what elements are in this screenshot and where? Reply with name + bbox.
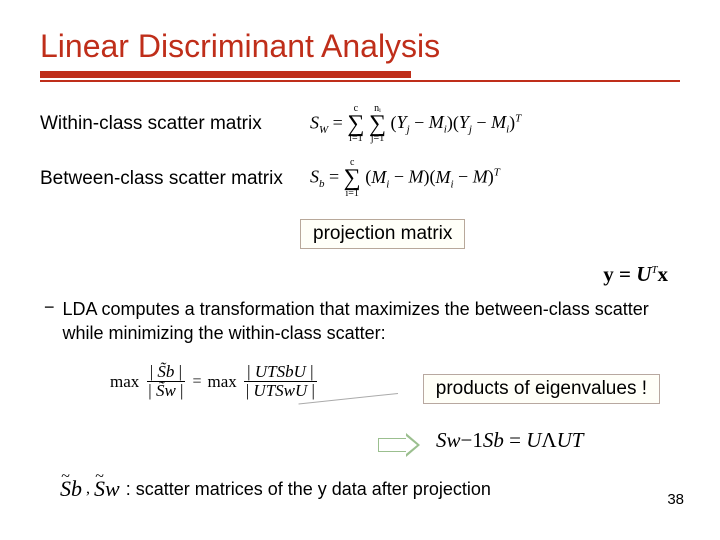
yux-formula: y = UTx: [603, 262, 668, 287]
between-row: Between-class scatter matrix Sb = c∑i=1 …: [40, 158, 680, 198]
slide: Linear Discriminant Analysis Within-clas…: [0, 0, 720, 540]
bullet-dash: −: [44, 297, 55, 346]
page-number: 38: [667, 491, 684, 508]
tilde-sb: ~Sb: [60, 476, 82, 502]
title-rule-thin: [40, 80, 680, 82]
title-rule-thick: [40, 71, 411, 78]
arrow-icon: [378, 433, 420, 457]
sw-formula: SW = c∑i=1 nᵢ∑j=1 (Yj − Mi)(Yj − Mi)T: [310, 104, 521, 144]
projection-box: projection matrix: [300, 219, 465, 249]
tilde-sw: ~Sw: [94, 476, 120, 502]
projection-area: projection matrix: [40, 213, 680, 253]
within-row: Within-class scatter matrix SW = c∑i=1 n…: [40, 104, 680, 144]
bullet-text: LDA computes a transformation that maxim…: [63, 297, 680, 346]
bullet-row: − LDA computes a transformation that max…: [40, 297, 680, 346]
scatter-note: : scatter matrices of the y data after p…: [126, 479, 491, 500]
eigen-box: products of eigenvalues !: [423, 374, 660, 404]
slide-title: Linear Discriminant Analysis: [40, 28, 680, 65]
scatter-note-row: ~Sb , ~Sw : scatter matrices of the y da…: [60, 476, 491, 502]
eigen-equation: Sw−1Sb = UΛUT: [436, 428, 583, 453]
sb-formula: Sb = c∑i=1 (Mi − M)(Mi − M)T: [310, 158, 500, 198]
within-label: Within-class scatter matrix: [40, 113, 310, 135]
between-label: Between-class scatter matrix: [40, 168, 310, 190]
